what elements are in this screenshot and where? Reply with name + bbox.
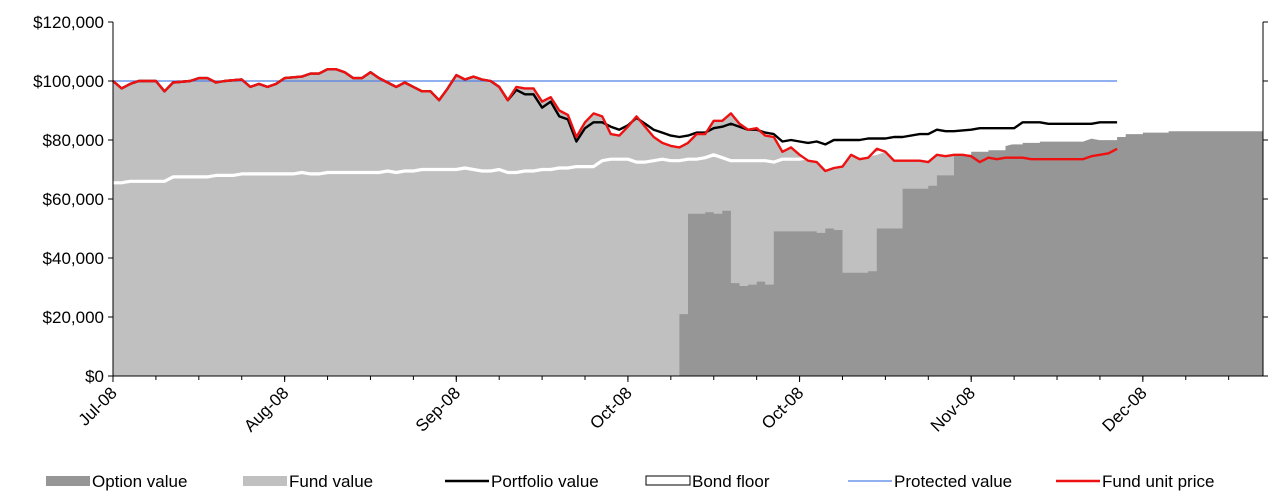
legend-portfolio-value-label: Portfolio value [491, 472, 599, 491]
line-fund-unit-price [112, 68, 1118, 173]
y-tick-label: $60,000 [43, 190, 104, 209]
x-tick-label: Oct-08 [586, 383, 636, 433]
legend-fund-unit-price-label: Fund unit price [1102, 472, 1214, 491]
y-tick-label: $100,000 [33, 72, 104, 91]
x-tick-label: Nov-08 [927, 383, 979, 435]
line-bond-floor [113, 135, 1118, 185]
line-layer [112, 68, 1118, 185]
y-tick-label: $20,000 [43, 308, 104, 327]
legend-bond-floor-label: Bond floor [692, 472, 770, 491]
x-axis-ticks: Jul-08 Aug-08 Sep-08 Oct-08 Oct-08 Nov-08 Dec-… [75, 376, 1230, 436]
legend-bond-floor-swatch [645, 475, 691, 486]
legend-fund-value-label: Fund value [289, 472, 373, 491]
legend-option-value-swatch [46, 476, 90, 486]
area-layer [113, 69, 1263, 376]
legend-protected-value-label: Protected value [894, 472, 1012, 491]
legend: Option value Fund value Portfolio value Bon… [46, 472, 1214, 491]
y-tick-label: $40,000 [43, 249, 104, 268]
area-option-value [113, 131, 1263, 376]
x-tick-label: Jul-08 [75, 383, 121, 429]
y-tick-label: $0 [85, 367, 104, 386]
x-tick-label: Aug-08 [240, 383, 292, 435]
y-axis-ticks: $0 $20,000 $40,000 $60,000 $80,000 $100,000 $1… [33, 13, 1268, 386]
x-tick-label: Oct-08 [758, 383, 808, 433]
x-tick-label: Sep-08 [412, 383, 464, 435]
y-tick-label: $120,000 [33, 13, 104, 32]
legend-option-value-label: Option value [92, 472, 187, 491]
legend-fund-value-swatch [243, 476, 287, 486]
x-tick-label: Dec-08 [1098, 383, 1150, 435]
y-tick-label: $80,000 [43, 131, 104, 150]
